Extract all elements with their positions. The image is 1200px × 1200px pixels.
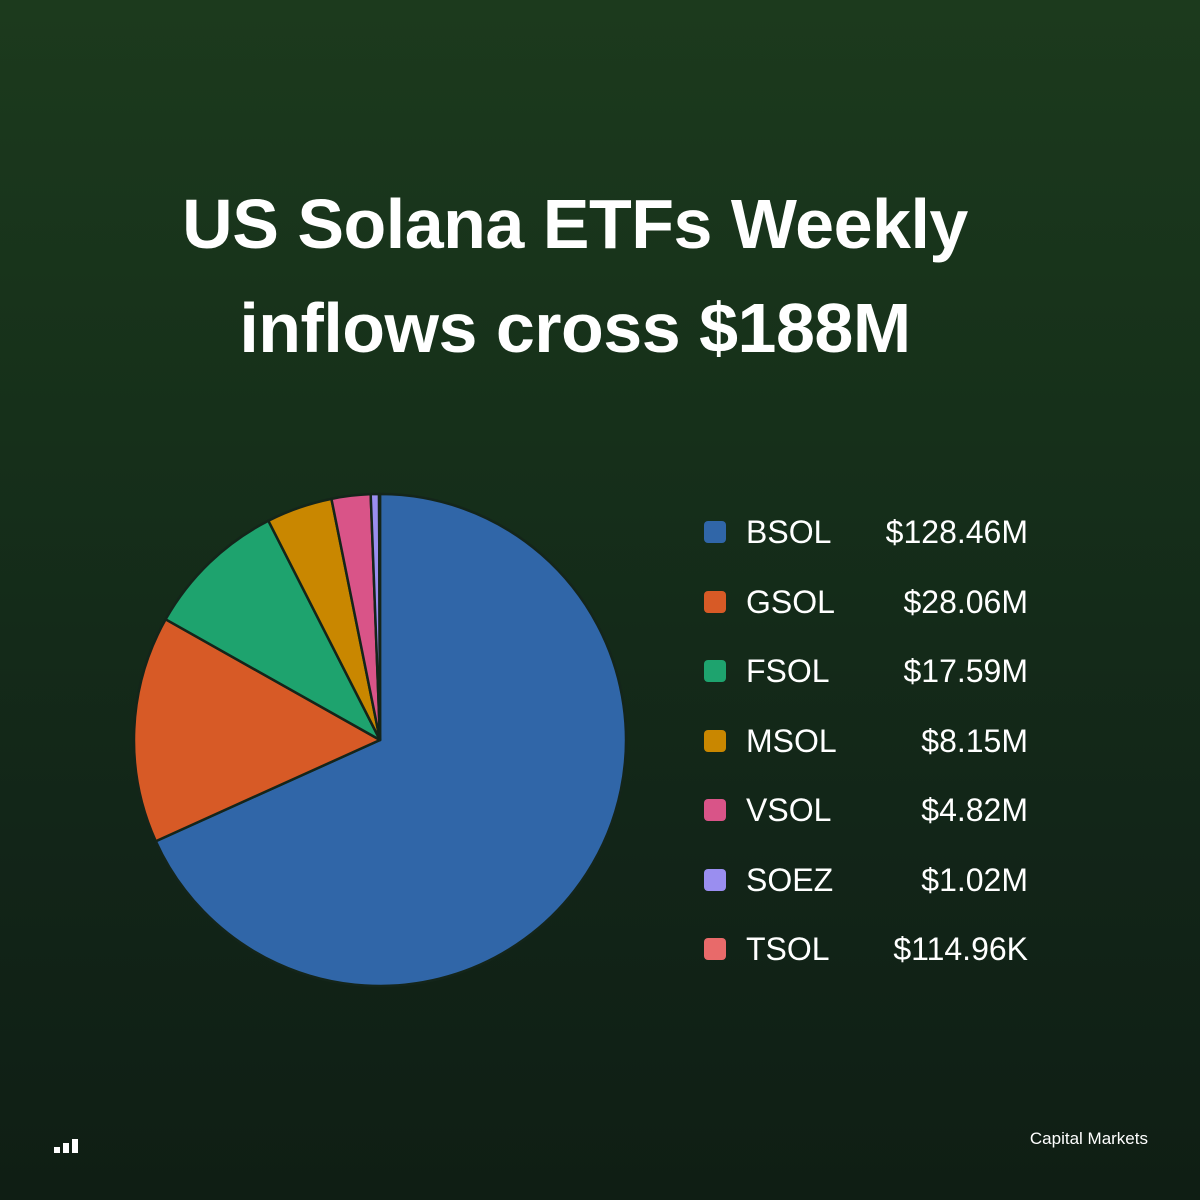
pie-slice-bsol (154, 492, 628, 988)
legend-item-msol: MSOL $8.15M (700, 709, 1040, 779)
legend-value: $17.59M (903, 653, 1028, 689)
pie-chart (132, 492, 628, 988)
legend-item-soez: SOEZ $1.02M (700, 848, 1040, 918)
legend-value: $8.15M (921, 722, 1028, 759)
legend-value: $1.02M (921, 861, 1028, 898)
legend-label: FSOL (746, 653, 830, 689)
chart-title-line-1: US Solana ETFs Weekly (182, 185, 968, 263)
legend-item-tsol: TSOL $114.96K (700, 917, 1040, 987)
legend-label: GSOL (746, 583, 835, 620)
legend-swatch (704, 799, 726, 821)
legend-item-vsol: VSOL $4.82M (700, 778, 1040, 848)
legend-value: $114.96K (893, 931, 1028, 967)
legend-item-bsol: BSOL $128.46M (700, 500, 1040, 570)
legend-swatch (704, 660, 726, 682)
legend-value: $128.46M (885, 514, 1028, 550)
legend-label: MSOL (746, 722, 837, 759)
chart-title-line-2: inflows cross $188M (239, 289, 911, 367)
legend-label: BSOL (746, 514, 832, 550)
legend-swatch (704, 729, 726, 752)
footer-brand: Capital Markets (1029, 1129, 1148, 1148)
legend-item-fsol: FSOL $17.59M (700, 639, 1040, 709)
legend-value: $28.06M (903, 583, 1028, 620)
legend-value: $4.82M (921, 792, 1028, 828)
legend-swatch (704, 938, 726, 960)
legend-label: TSOL (746, 931, 830, 967)
legend-item-gsol: GSOL $28.06M (700, 570, 1040, 640)
pie-slice-tsol (377, 492, 382, 742)
legend-swatch (704, 590, 726, 613)
chart-legend: BSOL $128.46M GSOL $28.06M FSOL $17.59M MSOL $8… (700, 500, 1040, 987)
chart-title: US Solana ETFs Weekly inflows cross $188… (0, 172, 1150, 380)
pie-slice-gsol (132, 618, 382, 843)
legend-swatch (704, 868, 726, 891)
legend-label: SOEZ (746, 861, 834, 898)
legend-swatch (704, 521, 726, 543)
pie-slice-fsol (164, 519, 382, 742)
legend-label: VSOL (746, 792, 832, 828)
bar-chart-logo-icon (54, 1139, 78, 1153)
